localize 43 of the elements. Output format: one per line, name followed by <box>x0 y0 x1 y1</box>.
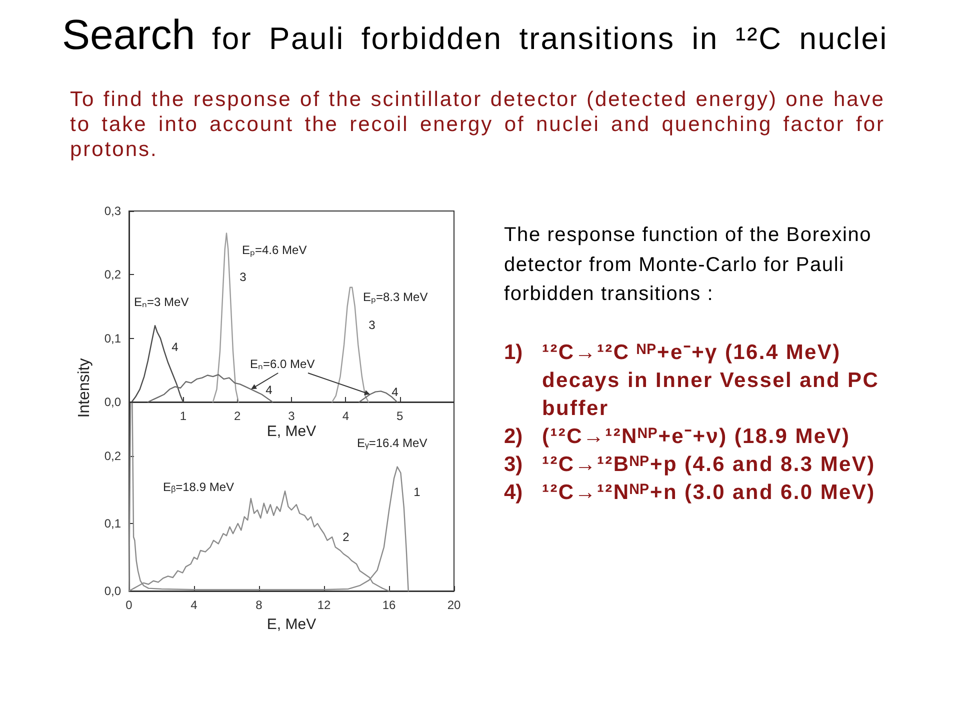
text: Eᵧ=16.4 MeV <box>357 436 428 450</box>
x-tick-label: 4 <box>190 598 198 612</box>
text: 3) ¹²C→¹²Bᴺᴾ+p (4.6 and 8.3 MeV) <box>504 452 876 478</box>
annotation: 3 <box>368 318 376 332</box>
text: The response function of the Borexino detector from Monte-Carlo for Pauli forbidden transitions : <box>504 223 873 307</box>
series-label: Eᵦ=18.9 MeV <box>163 480 234 494</box>
x-tick-label: 4 <box>342 409 350 423</box>
chart-title: Search for Pauli forbidden transitions in ¹²C nuclei <box>62 11 888 58</box>
x-tick-label: 1 <box>180 409 187 423</box>
annotation: 1 <box>414 485 420 499</box>
y-tick-label: 0,0 <box>104 395 122 409</box>
annotation: 4 <box>266 383 272 397</box>
annotation: 2 <box>342 530 350 544</box>
line-series <box>212 232 240 403</box>
text: Eₙ=3 MeV <box>134 295 189 309</box>
y-tick-label: 0,1 <box>104 516 122 530</box>
text: 1) ¹²C→¹²C ᴺᴾ+e⁻+γ (16.4 MeV) decays in Inner Vessel and PC buffer <box>504 340 880 420</box>
x-tick-label: 2 <box>234 409 241 423</box>
y-tick-label: 0,1 <box>104 331 122 346</box>
y-axis-title: Intensity <box>76 358 94 418</box>
x-tick-label: 0 <box>126 598 133 612</box>
x-tick-label: 16 <box>382 598 396 612</box>
text: 4) ¹²C→¹²Nᴺᴾ+n (3.0 and 6.0 MeV) <box>504 480 876 506</box>
y-tick-label: 0,3 <box>104 204 122 218</box>
text: 2) (¹²C→¹²Nᴺᴾ+e⁻+ν) (18.9 MeV) <box>504 424 850 450</box>
series-label: Eₚ=4.6 MeV <box>242 243 307 257</box>
x-tick-label: 8 <box>256 598 263 612</box>
x-axis-title: E, MeV <box>266 616 316 634</box>
line-series <box>131 325 184 403</box>
series-label: Eₙ=6.0 MeV <box>250 357 315 371</box>
series-label: Eₚ=8.3 MeV <box>363 290 428 304</box>
x-tick-label: 12 <box>317 598 331 612</box>
y-tick-label: 0,0 <box>104 584 122 598</box>
x-tick-label: 5 <box>396 409 404 423</box>
y-tick-label: 0,2 <box>104 449 122 463</box>
annotation: 4 <box>172 340 178 354</box>
x-tick-label: 3 <box>288 409 296 423</box>
chart-subtitle: To find the response of the scintillator detector (detected energy) one have to take into account the recoil energy of nuclei and quenching factor for protons. <box>70 87 885 162</box>
y-tick-label: 0,2 <box>104 268 122 282</box>
annotation: 3 <box>240 270 246 284</box>
annotation: 4 <box>392 385 398 399</box>
x-tick-label: 20 <box>447 598 461 612</box>
x-axis-title: E, MeV <box>266 423 316 441</box>
